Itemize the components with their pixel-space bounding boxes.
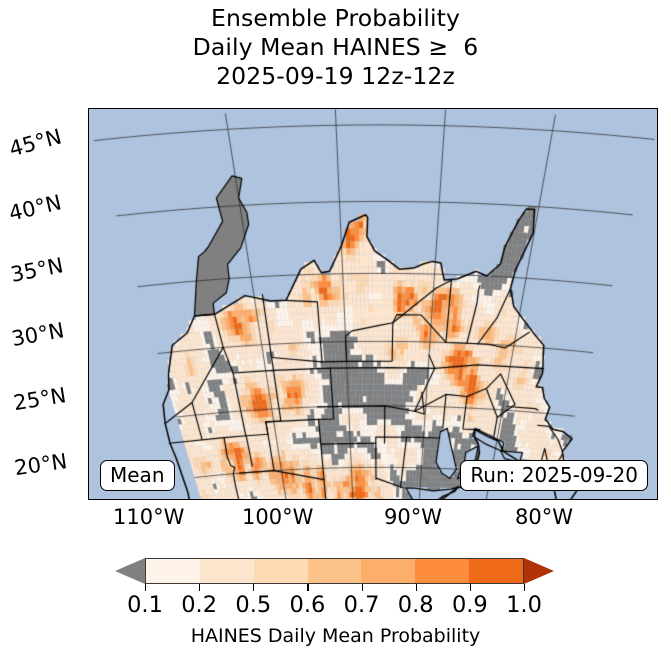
lat-label-20n: 20°N xyxy=(12,449,69,481)
title-line-3: 2025-09-19 12z-12z xyxy=(216,62,455,90)
statistic-badge: Mean xyxy=(100,460,175,491)
colorbar-ticklabel-1: 0.2 xyxy=(181,592,218,618)
colorbar-ticklabel-6: 0.9 xyxy=(451,592,488,618)
colorbar-band-2 xyxy=(253,559,308,583)
colorbar-tick-0 xyxy=(145,584,147,591)
lon-label-80w: 80°W xyxy=(515,505,573,529)
lon-label-90w: 90°W xyxy=(384,505,442,529)
colorbar-tick-labels: 0.1 0.2 0.5 0.6 0.7 0.8 0.9 1.0 xyxy=(0,592,671,622)
colorbar-ticklabel-3: 0.6 xyxy=(289,592,326,618)
lat-label-25n: 25°N xyxy=(11,383,68,416)
colorbar-tick-1 xyxy=(199,584,201,591)
lon-label-100w: 100°W xyxy=(242,505,314,529)
colorbar-ticklabel-0: 0.1 xyxy=(127,592,163,618)
title-line-2: Daily Mean HAINES ≥ 6 xyxy=(192,33,479,61)
colorbar-band-3 xyxy=(307,559,362,583)
colorbar-ticklabel-7: 1.0 xyxy=(506,592,542,618)
colorbar-over-arrow xyxy=(524,558,554,584)
colorbar-tick-2 xyxy=(253,584,255,591)
map-plot-area[interactable]: Mean Run: 2025-09-20 xyxy=(88,108,658,500)
colorbar-tick-3 xyxy=(307,584,309,591)
colorbar-band-4 xyxy=(361,559,416,583)
colorbar-tick-7 xyxy=(524,584,526,591)
colorbar-ticklabel-5: 0.8 xyxy=(397,592,434,618)
probability-heatmap-canvas xyxy=(89,109,657,499)
colorbar-ticklabel-4: 0.7 xyxy=(343,592,380,618)
model-run-badge: Run: 2025-09-20 xyxy=(460,460,648,491)
lat-label-45n: 45°N xyxy=(6,124,65,162)
colorbar-tick-5 xyxy=(415,584,417,591)
lat-label-30n: 30°N xyxy=(9,318,67,352)
colorbar-band-1 xyxy=(199,559,254,583)
colorbar-title: HAINES Daily Mean Probability xyxy=(190,625,481,647)
colorbar-band-5 xyxy=(415,559,470,583)
lat-label-40n: 40°N xyxy=(6,190,64,226)
colorbar-bands xyxy=(145,558,524,584)
colorbar: 0.1 0.2 0.5 0.6 0.7 0.8 0.9 1.0 HAINES Daily Me… xyxy=(0,556,671,647)
page-title: Ensemble Probability Daily Mean HAINES ≥… xyxy=(0,4,671,91)
colorbar-band-6 xyxy=(469,559,524,583)
colorbar-band-0 xyxy=(146,559,200,583)
colorbar-tick-6 xyxy=(469,584,472,591)
lat-label-35n: 35°N xyxy=(8,253,66,287)
lon-label-110w: 110°W xyxy=(113,505,185,529)
title-line-1: Ensemble Probability xyxy=(211,4,460,32)
colorbar-ticklabel-2: 0.5 xyxy=(235,592,272,618)
colorbar-tick-4 xyxy=(361,584,363,591)
colorbar-under-arrow xyxy=(115,558,145,584)
